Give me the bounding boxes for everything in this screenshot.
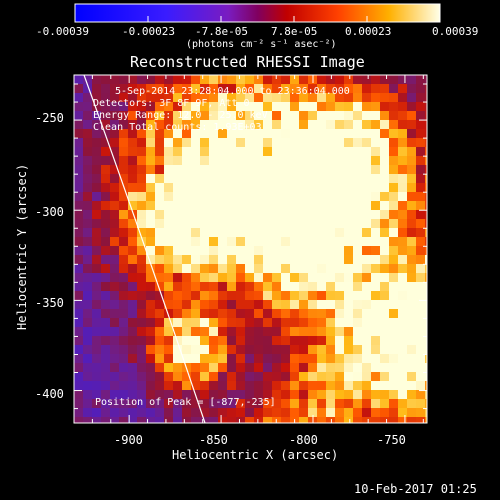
y-tick-label: -250 bbox=[35, 111, 64, 125]
y-axis-label: Heliocentric Y (arcsec) bbox=[15, 163, 29, 330]
info-line-counts: Clean Total counts: 1.93E+03 bbox=[93, 122, 262, 133]
plot-frame bbox=[73, 74, 428, 424]
colorbar-tick-label: -0.00023 bbox=[122, 25, 175, 38]
x-tick-label: -750 bbox=[377, 433, 406, 447]
colorbar-tick-label: -7.8e-05 bbox=[195, 25, 248, 38]
info-line-energy: Energy Range: 12.0 - 25.0 keV bbox=[93, 110, 268, 121]
colorbar-tick-label: 0.00023 bbox=[345, 25, 392, 38]
colorbar-tick-label: 0.00039 bbox=[432, 25, 479, 38]
colorbar-tick-label: 7.8e-05 bbox=[271, 25, 318, 38]
x-tick-label: -850 bbox=[199, 433, 228, 447]
colorbar bbox=[74, 3, 441, 23]
colorbar-unit-label: (photons cm⁻² s⁻¹ asec⁻²) bbox=[186, 39, 337, 50]
plot-timestamp: 10-Feb-2017 01:25 bbox=[354, 482, 477, 496]
y-axis-ticks bbox=[74, 83, 427, 410]
x-axis-ticks bbox=[91, 75, 424, 423]
x-tick-label: -800 bbox=[289, 433, 318, 447]
colorbar-tick-label: -0.00039 bbox=[36, 25, 89, 38]
x-tick-label: -900 bbox=[114, 433, 143, 447]
info-line-time: 5-Sep-2014 23:28:04.000 to 23:36:04.000 bbox=[115, 86, 350, 97]
y-tick-label: -300 bbox=[35, 205, 64, 219]
image-pixels bbox=[74, 75, 427, 423]
solar-limb-line bbox=[83, 75, 206, 423]
chart-title: Reconstructed RHESSI Image bbox=[130, 53, 365, 71]
x-axis-label: Heliocentric X (arcsec) bbox=[172, 448, 339, 462]
peak-position-label: Position of Peak = [-877,-235] bbox=[95, 397, 276, 408]
y-tick-label: -350 bbox=[35, 296, 64, 310]
info-line-detectors: Detectors: 3F 8F 9F, Att 0 bbox=[93, 98, 250, 109]
y-tick-label: -400 bbox=[35, 387, 64, 401]
colorbar-ticks bbox=[74, 16, 441, 22]
